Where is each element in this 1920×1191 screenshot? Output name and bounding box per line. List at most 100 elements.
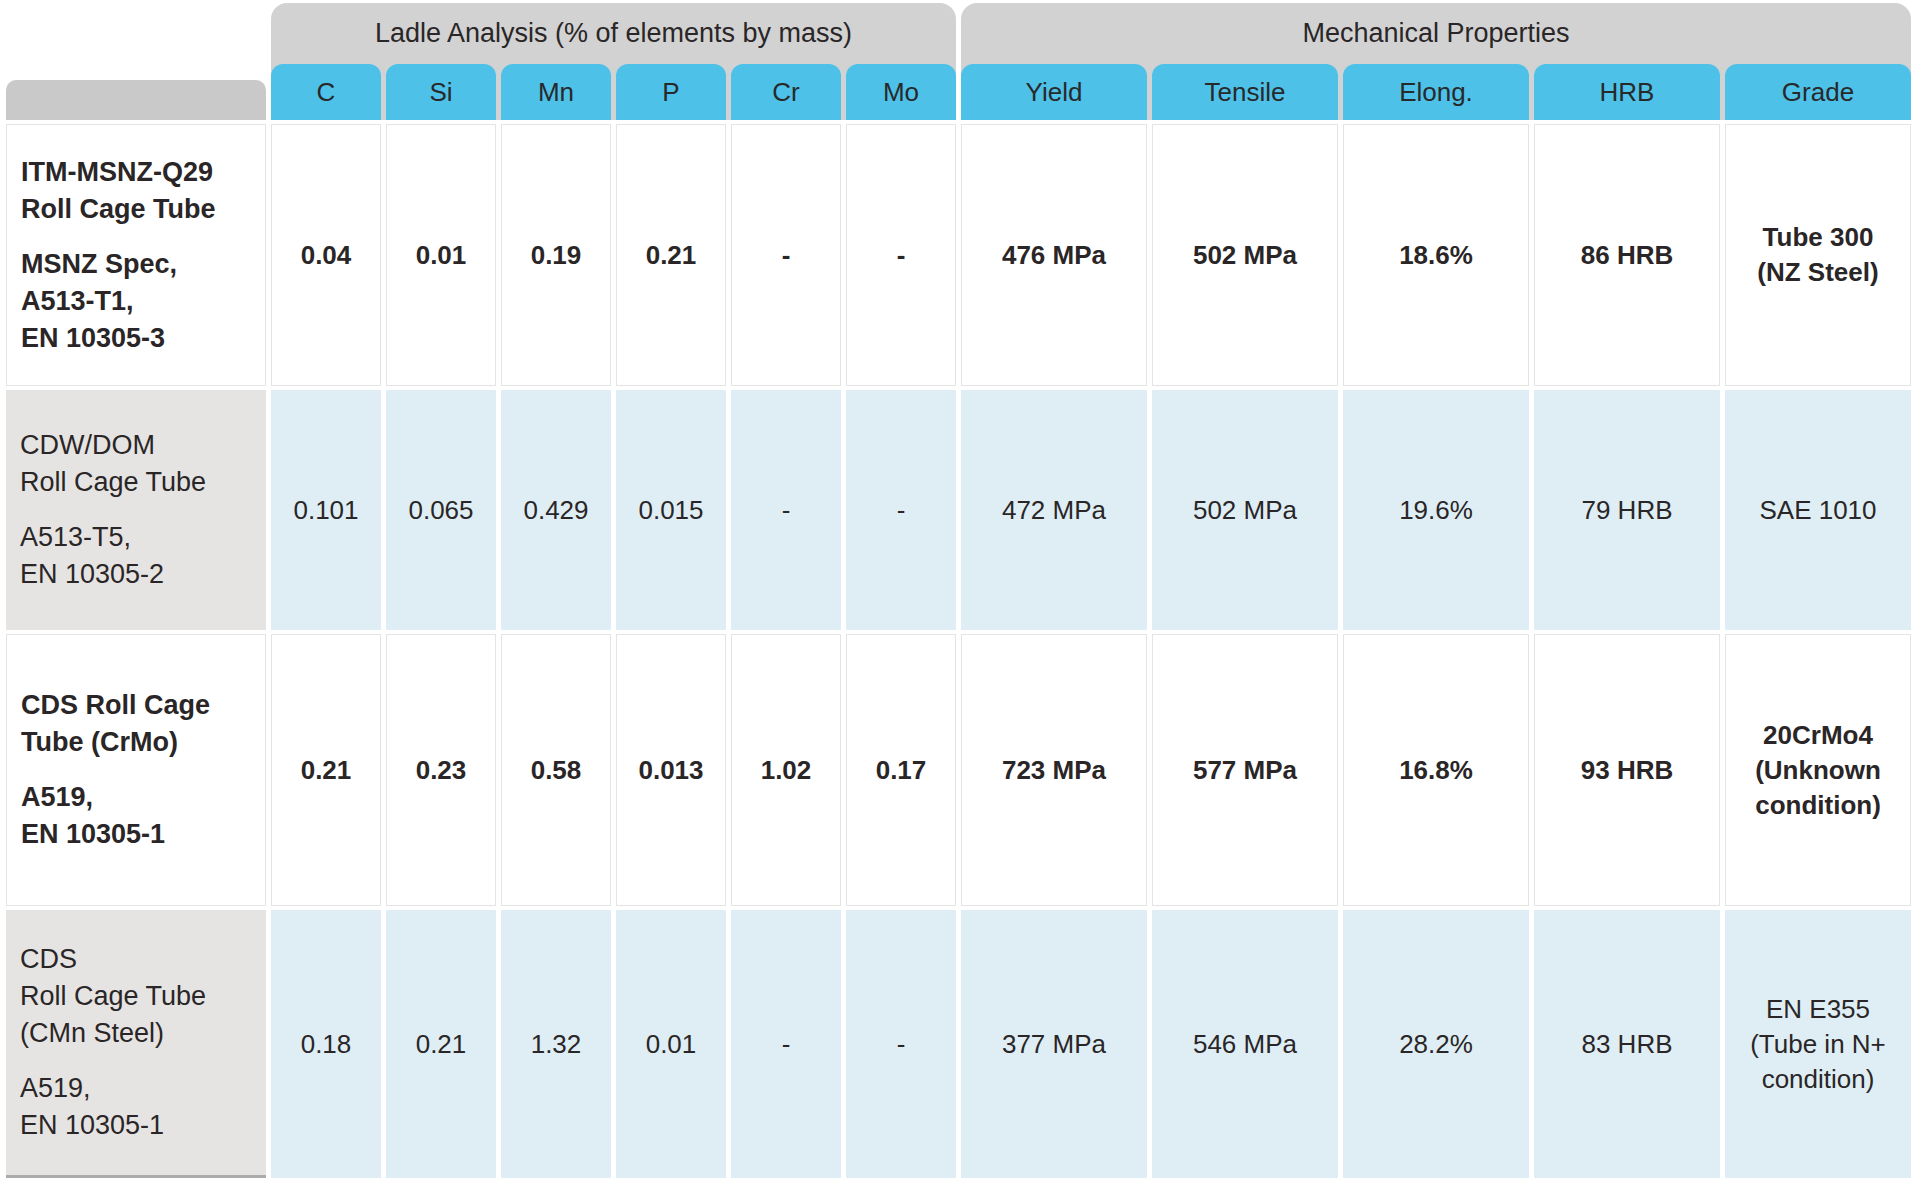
material-label: ITM-MSNZ-Q29 Roll Cage Tube MSNZ Spec, A… (6, 124, 266, 386)
mechanical-properties-title: Mechanical Properties (961, 3, 1911, 64)
material-label: CDW/DOM Roll Cage Tube A513-T5, EN 10305… (6, 390, 266, 630)
column-header-elong: Elong. (1343, 64, 1529, 120)
mechanical-subheader-row: Yield Tensile Elong. HRB Grade (961, 64, 1911, 120)
column-header-hrb: HRB (1534, 64, 1720, 120)
column-header-p: P (616, 64, 726, 120)
cell-grade: 20CrMo4 (Unknown condition) (1725, 634, 1911, 906)
mechanical-properties-group-header: Mechanical Properties Yield Tensile Elon… (961, 3, 1911, 120)
grade-line: condition) (1762, 1062, 1875, 1097)
cell-grade: EN E355 (Tube in N+ condition) (1725, 910, 1911, 1178)
cell-hrb: 83 HRB (1534, 910, 1720, 1178)
grade-line: condition) (1755, 788, 1881, 823)
column-header-mn: Mn (501, 64, 611, 120)
cell-si: 0.21 (386, 910, 496, 1178)
column-header-tensile: Tensile (1152, 64, 1338, 120)
label-line: EN 10305-3 (21, 320, 177, 357)
cell-cr: - (731, 910, 841, 1178)
label-line: A513-T1, (21, 283, 177, 320)
cell-elong: 16.8% (1343, 634, 1529, 906)
grade-line: (Unknown (1755, 753, 1881, 788)
cell-elong: 18.6% (1343, 124, 1529, 386)
cell-p: 0.015 (616, 390, 726, 630)
label-line: Tube (CrMo) (21, 724, 210, 761)
cell-c: 0.101 (271, 390, 381, 630)
column-header-si: Si (386, 64, 496, 120)
cell-tensile: 502 MPa (1152, 390, 1338, 630)
cell-yield: 377 MPa (961, 910, 1147, 1178)
cell-yield: 476 MPa (961, 124, 1147, 386)
cell-hrb: 79 HRB (1534, 390, 1720, 630)
material-spec: A519, EN 10305-1 (21, 779, 165, 853)
corner-spacer-cell (6, 80, 266, 120)
label-line: MSNZ Spec, (21, 246, 177, 283)
label-line: CDS (20, 941, 206, 978)
column-header-c: C (271, 64, 381, 120)
cell-elong: 28.2% (1343, 910, 1529, 1178)
grade-line: 20CrMo4 (1763, 718, 1873, 753)
cell-si: 0.065 (386, 390, 496, 630)
label-line: EN 10305-1 (20, 1107, 164, 1144)
column-header-cr: Cr (731, 64, 841, 120)
cell-mn: 0.19 (501, 124, 611, 386)
cell-mn: 0.429 (501, 390, 611, 630)
cell-yield: 723 MPa (961, 634, 1147, 906)
grade-line: (Tube in N+ (1750, 1027, 1886, 1062)
cell-p: 0.01 (616, 910, 726, 1178)
cell-cr: 1.02 (731, 634, 841, 906)
cell-mn: 1.32 (501, 910, 611, 1178)
cell-mo: - (846, 124, 956, 386)
cell-p: 0.21 (616, 124, 726, 386)
cell-tensile: 502 MPa (1152, 124, 1338, 386)
cell-hrb: 86 HRB (1534, 124, 1720, 386)
cell-p: 0.013 (616, 634, 726, 906)
column-header-grade: Grade (1725, 64, 1911, 120)
label-line: ITM-MSNZ-Q29 (21, 154, 216, 191)
cell-yield: 472 MPa (961, 390, 1147, 630)
cell-si: 0.01 (386, 124, 496, 386)
cell-grade: SAE 1010 (1725, 390, 1911, 630)
cell-elong: 19.6% (1343, 390, 1529, 630)
label-line: CDW/DOM (20, 427, 206, 464)
material-name: ITM-MSNZ-Q29 Roll Cage Tube (21, 154, 216, 228)
cell-mo: - (846, 910, 956, 1178)
column-header-yield: Yield (961, 64, 1147, 120)
cell-cr: - (731, 124, 841, 386)
cell-c: 0.04 (271, 124, 381, 386)
label-line: EN 10305-1 (21, 816, 165, 853)
cell-mo: - (846, 390, 956, 630)
cell-tensile: 577 MPa (1152, 634, 1338, 906)
label-line: Roll Cage Tube (20, 978, 206, 1015)
cell-grade: Tube 300 (NZ Steel) (1725, 124, 1911, 386)
material-spec: A513-T5, EN 10305-2 (20, 519, 164, 593)
label-line: (CMn Steel) (20, 1015, 206, 1052)
label-line: Roll Cage Tube (21, 191, 216, 228)
grade-line: EN E355 (1766, 992, 1870, 1027)
label-line: EN 10305-2 (20, 556, 164, 593)
cell-hrb: 93 HRB (1534, 634, 1720, 906)
ladle-subheader-row: C Si Mn P Cr Mo (271, 64, 956, 120)
ladle-analysis-group-header: Ladle Analysis (% of elements by mass) C… (271, 3, 956, 120)
material-comparison-table: Ladle Analysis (% of elements by mass) C… (0, 0, 1920, 1191)
cell-tensile: 546 MPa (1152, 910, 1338, 1178)
label-line: A519, (20, 1070, 164, 1107)
cell-mn: 0.58 (501, 634, 611, 906)
material-name: CDS Roll Cage Tube (CMn Steel) (20, 941, 206, 1052)
material-name: CDS Roll Cage Tube (CrMo) (21, 687, 210, 761)
grade-line: (NZ Steel) (1757, 255, 1878, 290)
label-line: A513-T5, (20, 519, 164, 556)
material-spec: A519, EN 10305-1 (20, 1070, 164, 1144)
material-label: CDS Roll Cage Tube (CrMo) A519, EN 10305… (6, 634, 266, 906)
material-spec: MSNZ Spec, A513-T1, EN 10305-3 (21, 246, 177, 357)
cell-c: 0.21 (271, 634, 381, 906)
label-line: A519, (21, 779, 165, 816)
cell-mo: 0.17 (846, 634, 956, 906)
cell-c: 0.18 (271, 910, 381, 1178)
material-name: CDW/DOM Roll Cage Tube (20, 427, 206, 501)
grade-line: SAE 1010 (1759, 493, 1876, 528)
grade-line: Tube 300 (1763, 220, 1874, 255)
cell-si: 0.23 (386, 634, 496, 906)
column-header-mo: Mo (846, 64, 956, 120)
ladle-analysis-title: Ladle Analysis (% of elements by mass) (271, 3, 956, 64)
label-line: CDS Roll Cage (21, 687, 210, 724)
label-line: Roll Cage Tube (20, 464, 206, 501)
